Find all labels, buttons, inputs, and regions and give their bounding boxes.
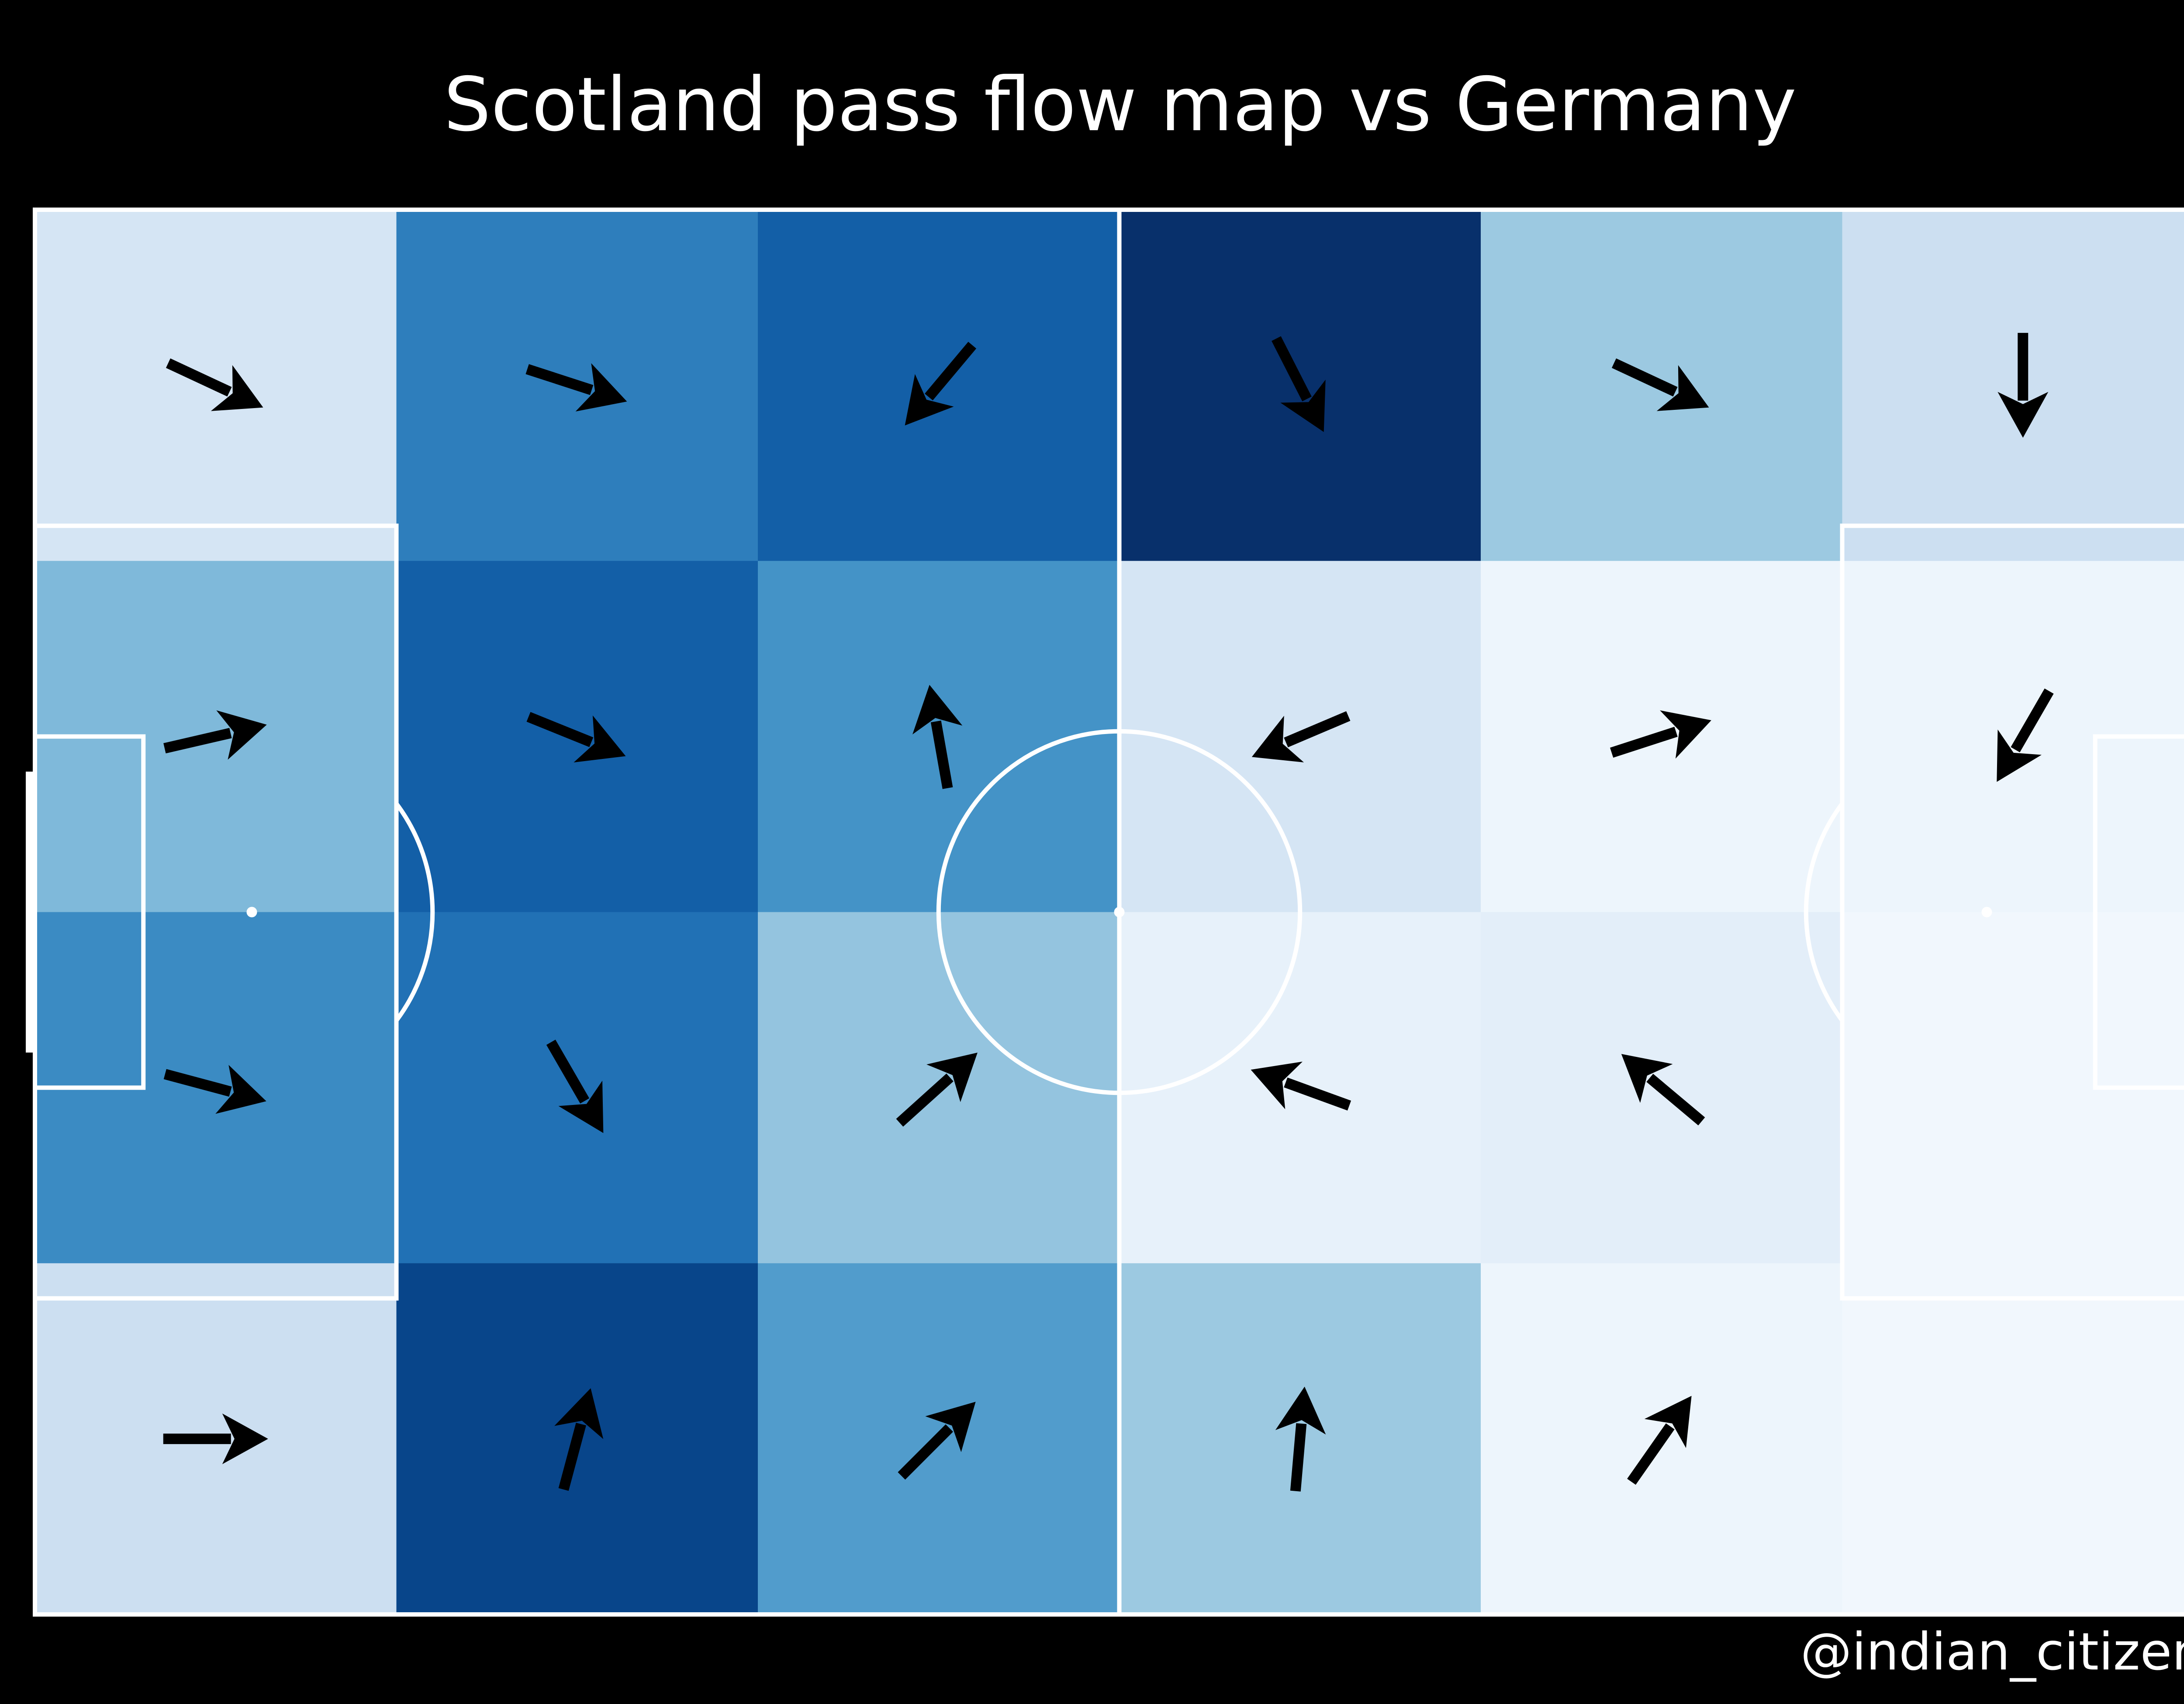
flow-arrow-head — [1660, 710, 1711, 759]
flow-arrow-shaft — [525, 364, 594, 395]
flow-arrow-head — [554, 1388, 604, 1439]
flow-arrow-head — [1251, 716, 1304, 762]
flow-arrow-head — [1275, 1386, 1326, 1435]
flow-arrow-c3-r3 — [1275, 1386, 1326, 1492]
flow-arrows — [163, 332, 2054, 1492]
flow-arrow-c4-r3 — [1627, 1396, 1692, 1485]
flow-arrow-head — [1997, 729, 2042, 782]
flow-arrow-shaft — [1290, 1423, 1307, 1492]
flow-arrow-head — [912, 685, 963, 734]
flow-arrow-c2-r3 — [898, 1402, 976, 1480]
flow-arrow-head — [1997, 391, 2049, 438]
flow-arrow-c4-r2 — [1621, 1054, 1705, 1126]
flow-arrow-c5-r1 — [1997, 688, 2054, 782]
heatmap-cells — [35, 210, 2184, 1615]
flow-arrow-c0-r3 — [163, 1413, 268, 1465]
flow-arrow-c0-r1 — [163, 710, 267, 760]
flow-arrow-shaft — [1610, 727, 1678, 758]
flow-arrow-shaft — [546, 1039, 590, 1104]
right-penalty-spot — [1981, 907, 1992, 918]
flow-arrow-shaft — [1646, 1074, 1705, 1126]
heatmap-cell-c5-r3 — [1842, 1263, 2184, 1615]
flow-arrow-head — [1644, 1396, 1692, 1448]
centre-circle — [936, 729, 1303, 1095]
flow-arrow-c2-r2 — [896, 1053, 978, 1127]
flow-arrow-c5-r0 — [1997, 332, 2049, 438]
flow-arrow-c4-r0 — [1611, 358, 1709, 411]
flow-arrow-shaft — [526, 712, 594, 747]
flow-arrow-c0-r0 — [166, 358, 263, 411]
flow-arrow-head — [211, 365, 263, 411]
right-penalty-area — [1840, 523, 2184, 1301]
flow-arrow-head — [574, 715, 626, 762]
flow-arrow-shaft — [2011, 688, 2054, 752]
right-penalty-arc — [1804, 802, 1844, 1022]
flow-arrow-shaft — [898, 1424, 953, 1480]
flow-arrow-c3-r0 — [1272, 336, 1326, 432]
flow-arrow-c3-r2 — [1251, 1061, 1351, 1111]
flow-arrow-c0-r2 — [163, 1065, 266, 1114]
flow-arrow-shaft — [163, 728, 232, 754]
flow-arrow-c2-r0 — [905, 342, 977, 426]
flow-arrow-head — [1656, 365, 1709, 411]
flow-arrow-shaft — [896, 1074, 954, 1127]
flow-arrow-c1-r1 — [526, 712, 626, 762]
flow-arrow-shaft — [1284, 711, 1351, 748]
flow-arrow-shaft — [163, 1069, 232, 1097]
flow-arrow-shaft — [166, 358, 232, 397]
flow-arrow-head — [925, 1402, 976, 1452]
flow-arrow-shaft — [930, 720, 953, 789]
chart-title: Scotland pass flow map vs Germany — [444, 62, 1797, 148]
flow-arrow-c1-r2 — [546, 1039, 604, 1133]
flow-arrow-shaft — [1627, 1423, 1675, 1485]
flow-arrow-shaft — [1284, 1077, 1351, 1111]
flow-arrow-c1-r0 — [525, 363, 627, 412]
flow-arrow-head — [1621, 1054, 1673, 1103]
flow-arrow-shaft — [1611, 358, 1678, 397]
pitch-markings — [26, 208, 2184, 1617]
flow-arrow-c3-r1 — [1251, 711, 1351, 762]
flow-arrow-head — [575, 363, 627, 412]
flow-arrow-head — [1251, 1061, 1303, 1109]
left-penalty-arc — [394, 802, 435, 1022]
flow-arrow-c4-r1 — [1610, 710, 1711, 759]
flow-arrow-c2-r1 — [912, 685, 963, 789]
left-penalty-spot — [246, 907, 257, 918]
flow-arrow-shaft — [1272, 336, 1312, 402]
right-six-yard-box — [2093, 734, 2184, 1090]
centre-spot — [1114, 907, 1125, 918]
heatmap-cell-c5-r0 — [1842, 210, 2184, 561]
credit-handle: @indian_citizen — [1800, 1621, 2184, 1682]
flow-arrow-shaft — [925, 342, 977, 401]
flow-arrow-head — [1280, 379, 1326, 432]
flow-arrow-shaft — [558, 1423, 586, 1491]
flow-arrow-head — [926, 1053, 978, 1102]
flow-arrow-head — [558, 1081, 604, 1133]
flow-arrow-head — [216, 710, 267, 760]
flow-arrow-head — [222, 1413, 268, 1465]
flow-arrow-head — [905, 374, 954, 426]
flow-arrow-c1-r3 — [554, 1388, 604, 1491]
flow-arrow-head — [215, 1065, 266, 1114]
